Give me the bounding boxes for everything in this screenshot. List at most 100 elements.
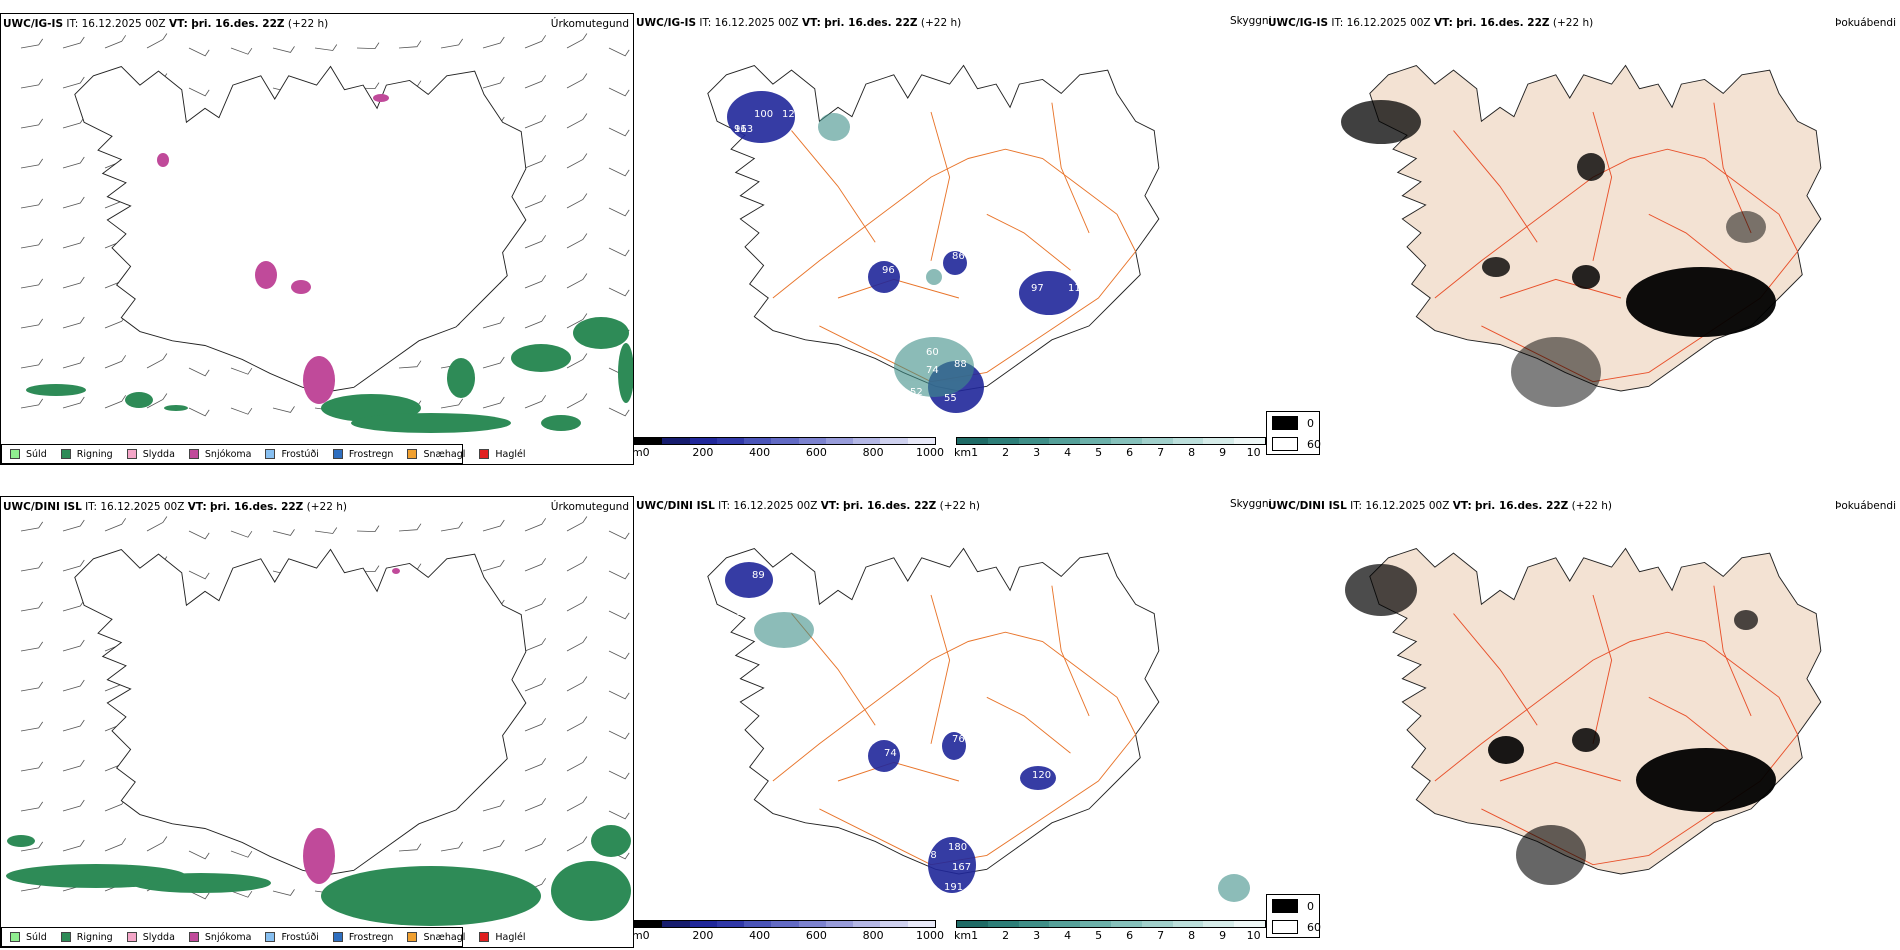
visibility-colorbar-cells — [956, 920, 1266, 928]
wind-barb — [566, 796, 588, 812]
precip-legend: Súld Rigning Slydda Snjókoma Frostúði Fr… — [1, 444, 526, 464]
colorbar-cell — [1203, 921, 1235, 927]
legend-item: Súld — [10, 449, 47, 460]
legend-swatch — [188, 932, 199, 942]
visibility-value-label: 113 — [734, 124, 753, 135]
legend-item: Snæhagl — [407, 932, 465, 943]
colorbar-tick-label: 800 — [862, 446, 884, 459]
wind-barb — [524, 155, 547, 169]
ceiling-colorbar-cells — [634, 920, 936, 928]
wind-barb — [20, 801, 44, 812]
colorbar-cell — [1080, 921, 1111, 927]
visibility-title: Skyggni — [1230, 498, 1272, 510]
colorbar-cell — [716, 438, 745, 444]
wind-barb — [20, 761, 44, 772]
wind-barb — [608, 810, 630, 820]
legend-item: Rigning — [60, 449, 113, 460]
road-segment — [1453, 613, 1538, 726]
precip-title: Úrkomutegund — [550, 18, 629, 30]
wind-barb — [62, 599, 85, 612]
wind-barb — [398, 360, 422, 369]
colorbar-cell — [853, 921, 881, 927]
ceiling-colorbar-ticks: 0 200 400 600 800 1000 — [634, 928, 944, 942]
wind-barb — [188, 890, 210, 900]
wind-barb — [566, 676, 588, 692]
wind-barb — [20, 118, 44, 129]
legend-item: Snjókoma — [188, 449, 251, 460]
visibility-value-label: 120 — [1032, 770, 1051, 781]
colorbar-cell — [1172, 438, 1204, 444]
fog-legend-label: 0 — [1307, 900, 1314, 913]
wind-barb — [20, 38, 44, 49]
wind-barb — [62, 719, 85, 732]
colorbar-cell — [1018, 438, 1050, 444]
wind-barb — [482, 839, 505, 852]
road-segment — [1499, 761, 1622, 782]
visibility-colorbar-cells — [956, 437, 1266, 445]
wind-barb — [482, 36, 505, 49]
wind-barb — [524, 75, 547, 89]
colorbar-tick-label: 800 — [862, 929, 884, 942]
wind-barb — [524, 838, 547, 852]
panel-title: UWC/IG-IS IT: 16.12.2025 00Z VT: þri. 16… — [3, 18, 329, 30]
wind-barb — [608, 730, 630, 740]
wind-barb — [62, 356, 85, 369]
wind-barb — [20, 521, 44, 532]
wind-barb — [188, 570, 210, 580]
panel-title: UWC/DINI ISL IT: 16.12.2025 00Z VT: þri.… — [636, 500, 980, 512]
wind-barb — [398, 523, 422, 532]
fog-legend: 0 60 — [1266, 411, 1321, 455]
wind-barb — [146, 353, 168, 369]
colorbar-cell — [662, 438, 690, 444]
panel-title: UWC/DINI ISL IT: 16.12.2025 00Z VT: þri.… — [1268, 500, 1612, 512]
wind-barb — [524, 195, 547, 209]
wind-barb — [356, 525, 380, 533]
road-segment — [1592, 111, 1613, 261]
fog-roads — [1434, 585, 1799, 866]
wind-barb — [608, 247, 630, 257]
visibility-value-label: 55 — [944, 393, 957, 404]
colorbar-tick-label: 3 — [1033, 446, 1041, 459]
wind-barb — [272, 406, 295, 413]
visibility-value-label: 125 — [782, 109, 801, 120]
colorbar-cell — [798, 921, 826, 927]
colorbar-cell — [1141, 438, 1173, 444]
colorbar-tick-label: 7 — [1157, 929, 1165, 942]
fog-roads — [1434, 102, 1799, 383]
visibility-colorbar: 1 2 3 4 5 6 7 8 9 10 km — [954, 437, 1266, 459]
colorbar-tick-label: 400 — [749, 446, 771, 459]
wind-barb — [62, 116, 85, 129]
road-segment — [1051, 585, 1090, 717]
legend-swatch — [60, 449, 71, 459]
colorbar-cell — [689, 921, 717, 927]
visibility-value-label: 180 — [948, 842, 967, 853]
wind-barb — [566, 273, 588, 289]
wind-barb — [20, 358, 44, 369]
colorbar-cell — [825, 438, 854, 444]
visibility-unit: km — [954, 929, 972, 942]
visibility-value-label: 100 — [754, 109, 773, 120]
visibility-unit: km — [954, 446, 972, 459]
colorbar-tick-label: 7 — [1157, 446, 1165, 459]
wind-barb — [440, 841, 464, 852]
colorbar-cell — [1141, 921, 1173, 927]
wind-barb — [566, 756, 588, 772]
road-segment — [986, 213, 1071, 271]
wind-barb — [188, 47, 210, 57]
iceland-outline — [1369, 547, 1822, 875]
fog-map — [1341, 64, 1822, 407]
fog-swatch-black — [1272, 416, 1298, 430]
fog-legend-label: 60 — [1307, 921, 1321, 934]
legend-swatch — [332, 932, 343, 942]
colorbar-cell — [1172, 921, 1204, 927]
wind-barb — [608, 167, 630, 177]
colorbar-tick-label: 4 — [1064, 929, 1072, 942]
wind-barb — [482, 559, 505, 572]
wind-barb — [62, 639, 85, 652]
wind-barb — [482, 799, 505, 812]
colorbar-tick-label: 200 — [692, 929, 714, 942]
wind-barb — [524, 315, 547, 329]
road-segment — [1453, 130, 1538, 243]
colorbar-cell — [907, 921, 935, 927]
